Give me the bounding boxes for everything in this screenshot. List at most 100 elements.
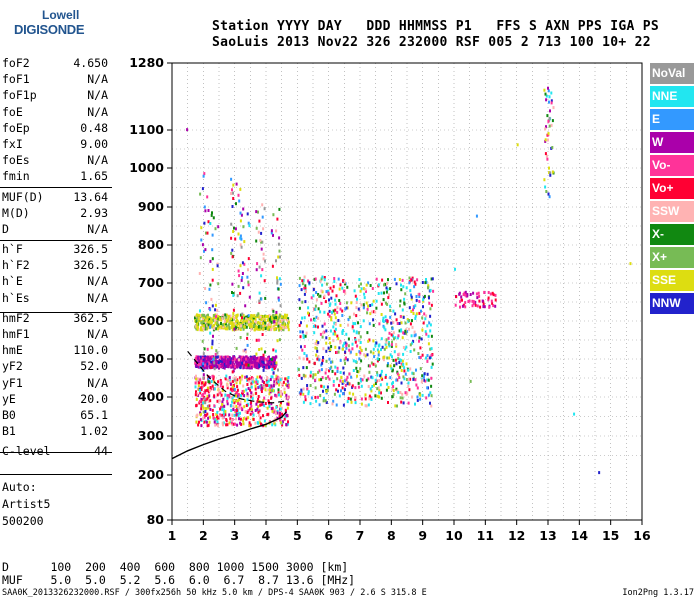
echo-point [275, 355, 278, 359]
echo-point [324, 399, 327, 403]
echo-point [232, 325, 235, 329]
echo-point [414, 314, 417, 318]
echo-point [546, 157, 549, 161]
echo-point [491, 301, 494, 305]
echo-point [241, 361, 244, 365]
echo-point [421, 374, 424, 378]
echo-point [236, 319, 238, 322]
echo-point [244, 325, 247, 329]
echo-point [197, 377, 200, 381]
echo-point [390, 366, 393, 370]
param-label: yF2 [2, 359, 23, 374]
echo-point [241, 390, 244, 393]
echo-point [238, 355, 241, 359]
echo-point [342, 344, 345, 348]
echo-point [284, 377, 287, 381]
echo-point [236, 394, 239, 398]
echo-point [424, 281, 427, 285]
param-row: MUF(D) 13.64 [0, 190, 112, 206]
echo-point [271, 356, 274, 360]
echo-point [354, 386, 357, 390]
echo-point [399, 391, 402, 394]
echo-point [402, 346, 405, 349]
echo-point [327, 312, 330, 316]
echo-point [304, 374, 307, 378]
echo-point [274, 349, 277, 353]
echo-point [260, 231, 263, 235]
echo-point [354, 338, 357, 342]
echo-point [278, 315, 281, 319]
echo-point [234, 409, 237, 412]
echo-point [261, 203, 264, 207]
echo-point [257, 320, 260, 324]
echo-point [308, 281, 311, 285]
echo-point [245, 355, 248, 359]
echo-point [421, 328, 424, 332]
footer-info: SAA0K_2013326232000.RSF / 300fx256h 50 k… [2, 588, 427, 598]
echo-point [209, 389, 212, 393]
echo-point [382, 298, 385, 302]
param-value: N/A [87, 274, 108, 289]
echo-point [275, 361, 278, 365]
echo-point [243, 356, 246, 360]
echo-point [253, 324, 256, 328]
echo-point [355, 301, 358, 304]
echo-point [287, 328, 290, 332]
echo-point [235, 364, 238, 368]
echo-point [364, 288, 367, 292]
separator [0, 240, 112, 241]
echo-point [208, 359, 211, 363]
echo-point [331, 369, 334, 373]
echo-point [351, 384, 354, 388]
echo-point [399, 315, 402, 318]
echo-point [241, 392, 243, 396]
echo-point [222, 421, 225, 425]
echo-point [314, 378, 317, 382]
echo-point [422, 375, 425, 379]
echo-point [414, 304, 417, 308]
echo-point [279, 380, 282, 384]
echo-point [544, 152, 547, 156]
echo-point [303, 345, 306, 348]
echo-point [255, 402, 258, 406]
param-value: 326.5 [73, 242, 108, 257]
echo-point [208, 420, 211, 424]
echo-point [380, 396, 383, 400]
echo-point [389, 376, 392, 380]
echo-point [376, 373, 379, 377]
echo-point [203, 420, 206, 424]
echo-point [374, 344, 377, 348]
echo-point [305, 331, 308, 335]
echo-point [203, 249, 205, 253]
echo-point [413, 334, 416, 338]
echo-point [351, 347, 354, 351]
echo-point [260, 384, 263, 388]
echo-point [252, 364, 255, 368]
echo-point [239, 421, 242, 425]
echo-point [425, 356, 427, 360]
echo-point [235, 376, 238, 380]
echo-point [271, 389, 273, 393]
echo-point [257, 325, 260, 329]
echo-point [336, 310, 339, 314]
echo-point [429, 288, 432, 292]
echo-point [218, 364, 221, 368]
echo-point [202, 393, 205, 396]
param-value: 1.02 [80, 424, 108, 439]
echo-point [243, 262, 246, 266]
echo-point [217, 392, 220, 395]
echo-point [199, 378, 202, 382]
logo-brand: Lowell [42, 8, 80, 22]
echo-point [258, 419, 261, 423]
echo-point [200, 404, 203, 408]
echo-point [235, 381, 238, 385]
echo-point [235, 346, 238, 350]
echo-point [454, 303, 457, 307]
echo-point [251, 380, 254, 384]
echo-point [211, 342, 214, 346]
echo-point [335, 294, 338, 298]
echo-point [318, 378, 321, 382]
echo-point [273, 365, 276, 369]
echo-point [547, 89, 550, 93]
echo-point [284, 408, 287, 412]
